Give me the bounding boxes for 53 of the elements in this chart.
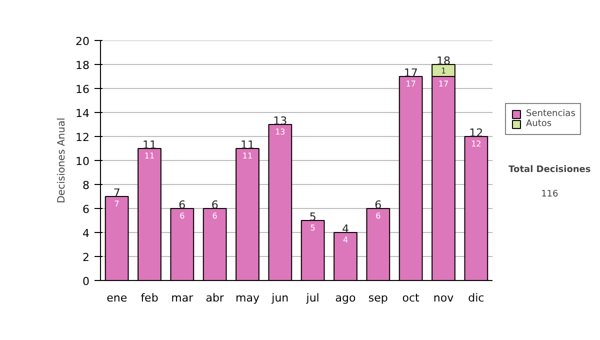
legend-label: Sentencias [526,109,576,119]
data-label: 6 [180,212,185,221]
x-tick-label: sep [368,292,388,304]
data-label: 13 [275,128,286,137]
total-label: 18 [436,54,450,68]
x-tick-label: jun [270,292,289,304]
y-tick-label: 6 [82,203,90,216]
data-label: 6 [376,212,381,221]
y-tick-label: 12 [76,131,90,144]
data-label: 7 [114,200,120,209]
legend-label: Autos [526,119,552,129]
total-label: 6 [374,198,382,212]
x-tick-label: feb [140,292,158,304]
data-label: 1 [440,66,446,76]
total-label: 12 [469,126,484,140]
data-label: 12 [471,140,482,149]
text: Total Decisiones [508,164,591,175]
data-label: 4 [342,236,348,245]
y-tick-label: 0 [82,275,90,288]
text: 116 [541,190,559,200]
y-tick-label: 10 [76,155,90,168]
total-label: 11 [240,138,254,152]
x-tick-label: mar [171,292,194,304]
x-tick-label: ene [106,292,128,304]
x-tick-label: dic [468,292,484,304]
y-tick-label: 18 [76,59,90,72]
x-tick-label: jul [305,292,320,304]
total-label: 7 [113,186,120,200]
y-tick-label: 2 [82,251,90,264]
data-label: 6 [212,212,218,221]
data-label: 11 [242,152,253,161]
total-label: 17 [404,66,418,80]
x-tick-label: ago [335,292,356,304]
y-tick-label: 8 [82,179,90,192]
y-tick-label: 16 [76,83,90,96]
data-label: 17 [438,80,449,89]
total-label: 6 [178,198,186,212]
total-label: 13 [273,114,288,128]
total-label: 4 [342,222,349,236]
x-tick-label: may [236,292,260,304]
total-label: 6 [211,198,218,212]
y-axis-title: Decisiones Anual [56,118,68,204]
data-label: 5 [310,224,316,233]
x-tick-label: abr [206,292,224,304]
y-tick-label: 14 [76,107,90,120]
total-label: 11 [142,138,156,152]
y-tick-label: 4 [82,227,90,240]
x-tick-label: oct [402,292,420,304]
data-label: 17 [406,80,416,89]
x-tick-label: nov [433,292,454,304]
y-tick-label: 20 [76,35,90,48]
data-label: 11 [144,152,155,161]
total-label: 5 [309,210,316,224]
